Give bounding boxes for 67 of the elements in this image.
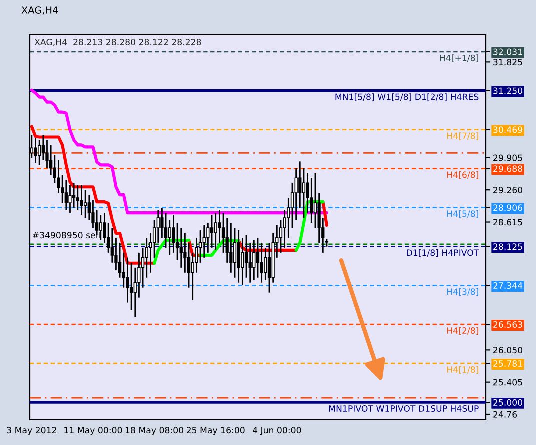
y-tick-label: 29.905	[494, 154, 522, 162]
candlestick	[302, 167, 306, 219]
candlestick	[214, 212, 218, 252]
candlestick	[256, 237, 260, 279]
y-tick-label: 29.688	[494, 166, 522, 172]
y-tick-label: 29.260	[494, 186, 523, 194]
candlestick	[156, 209, 160, 244]
candlestick	[310, 177, 314, 224]
candlestick	[248, 242, 252, 284]
candlestick	[72, 182, 76, 209]
candlestick	[34, 138, 38, 164]
x-tick-label: 4 Jun 00:00	[252, 427, 302, 436]
candlestick	[168, 219, 172, 256]
y-tick-label: 25.000	[494, 399, 523, 406]
annotation: XAG,H4 28.213 28.280 28.122 28.228	[34, 39, 202, 46]
candlestick	[202, 224, 206, 259]
y-tick-label: 30.469	[494, 126, 522, 134]
candlestick	[64, 179, 68, 211]
y-tick-label: 28.125	[494, 244, 522, 250]
y-tick-label: 27.344	[494, 282, 523, 290]
y-tick-label: 28.615	[494, 219, 522, 226]
ref-line-label: H4[3/8]	[447, 288, 478, 296]
candlestick	[76, 184, 80, 211]
candlestick	[241, 237, 244, 286]
y-tick-label: 32.031	[494, 48, 522, 56]
ref-line-label: MN1PIVOT W1PIVOT D1SUP H4SUP	[329, 405, 479, 412]
candlestick	[252, 240, 256, 282]
candlestick	[68, 184, 72, 214]
candlestick	[244, 234, 248, 279]
ref-line-label: H4[1/8]	[447, 366, 478, 374]
candlestick	[130, 262, 134, 311]
candlestick	[268, 242, 272, 294]
y-tick-label: 31.825	[494, 59, 522, 66]
chart-title: XAG,H4	[22, 6, 58, 15]
ref-line-label: MN1[5/8] W1[5/8] D1[2/8] H4RES	[336, 94, 479, 102]
candlestick	[233, 227, 237, 279]
candlestick	[84, 189, 88, 219]
candlestick	[298, 160, 302, 209]
ref-line-label: D1[1/8] H4PIVOT	[407, 249, 480, 258]
ref-line-label: H4[5/8]	[447, 210, 478, 218]
ref-line-label: H4[+1/8]	[440, 54, 478, 62]
y-tick-label: 26.563	[494, 321, 522, 328]
x-tick-label: 18 May 08:00	[126, 427, 184, 436]
candlestick	[218, 209, 222, 244]
ref-line-label: H4[2/8]	[447, 327, 478, 336]
ref-line-label: H4[7/8]	[447, 132, 478, 140]
y-tick-label: 26.050	[494, 347, 523, 354]
x-tick-label: 3 May 2012	[7, 427, 56, 436]
y-tick-label: 28.906	[494, 204, 523, 212]
candlestick	[99, 214, 102, 242]
y-tick-label: 31.250	[494, 88, 523, 94]
candlestick	[164, 212, 168, 249]
candlestick	[210, 214, 214, 249]
candlestick	[145, 237, 148, 279]
candlestick	[260, 242, 264, 284]
candlestick	[294, 167, 298, 221]
x-tick-label: 25 May 16:00	[186, 427, 245, 436]
x-tick-label: 11 May 00:00	[64, 427, 122, 436]
y-tick-label: 25.405	[494, 379, 522, 386]
candlestick	[230, 222, 233, 274]
ref-line-label: H4[6/8]	[447, 172, 478, 180]
candlestick	[314, 172, 318, 229]
y-tick-label: 25.781	[494, 360, 522, 367]
y-tick-label: 24.76	[494, 411, 518, 418]
candlestick	[180, 227, 183, 269]
candlestick	[80, 184, 84, 216]
candlestick	[264, 247, 268, 282]
